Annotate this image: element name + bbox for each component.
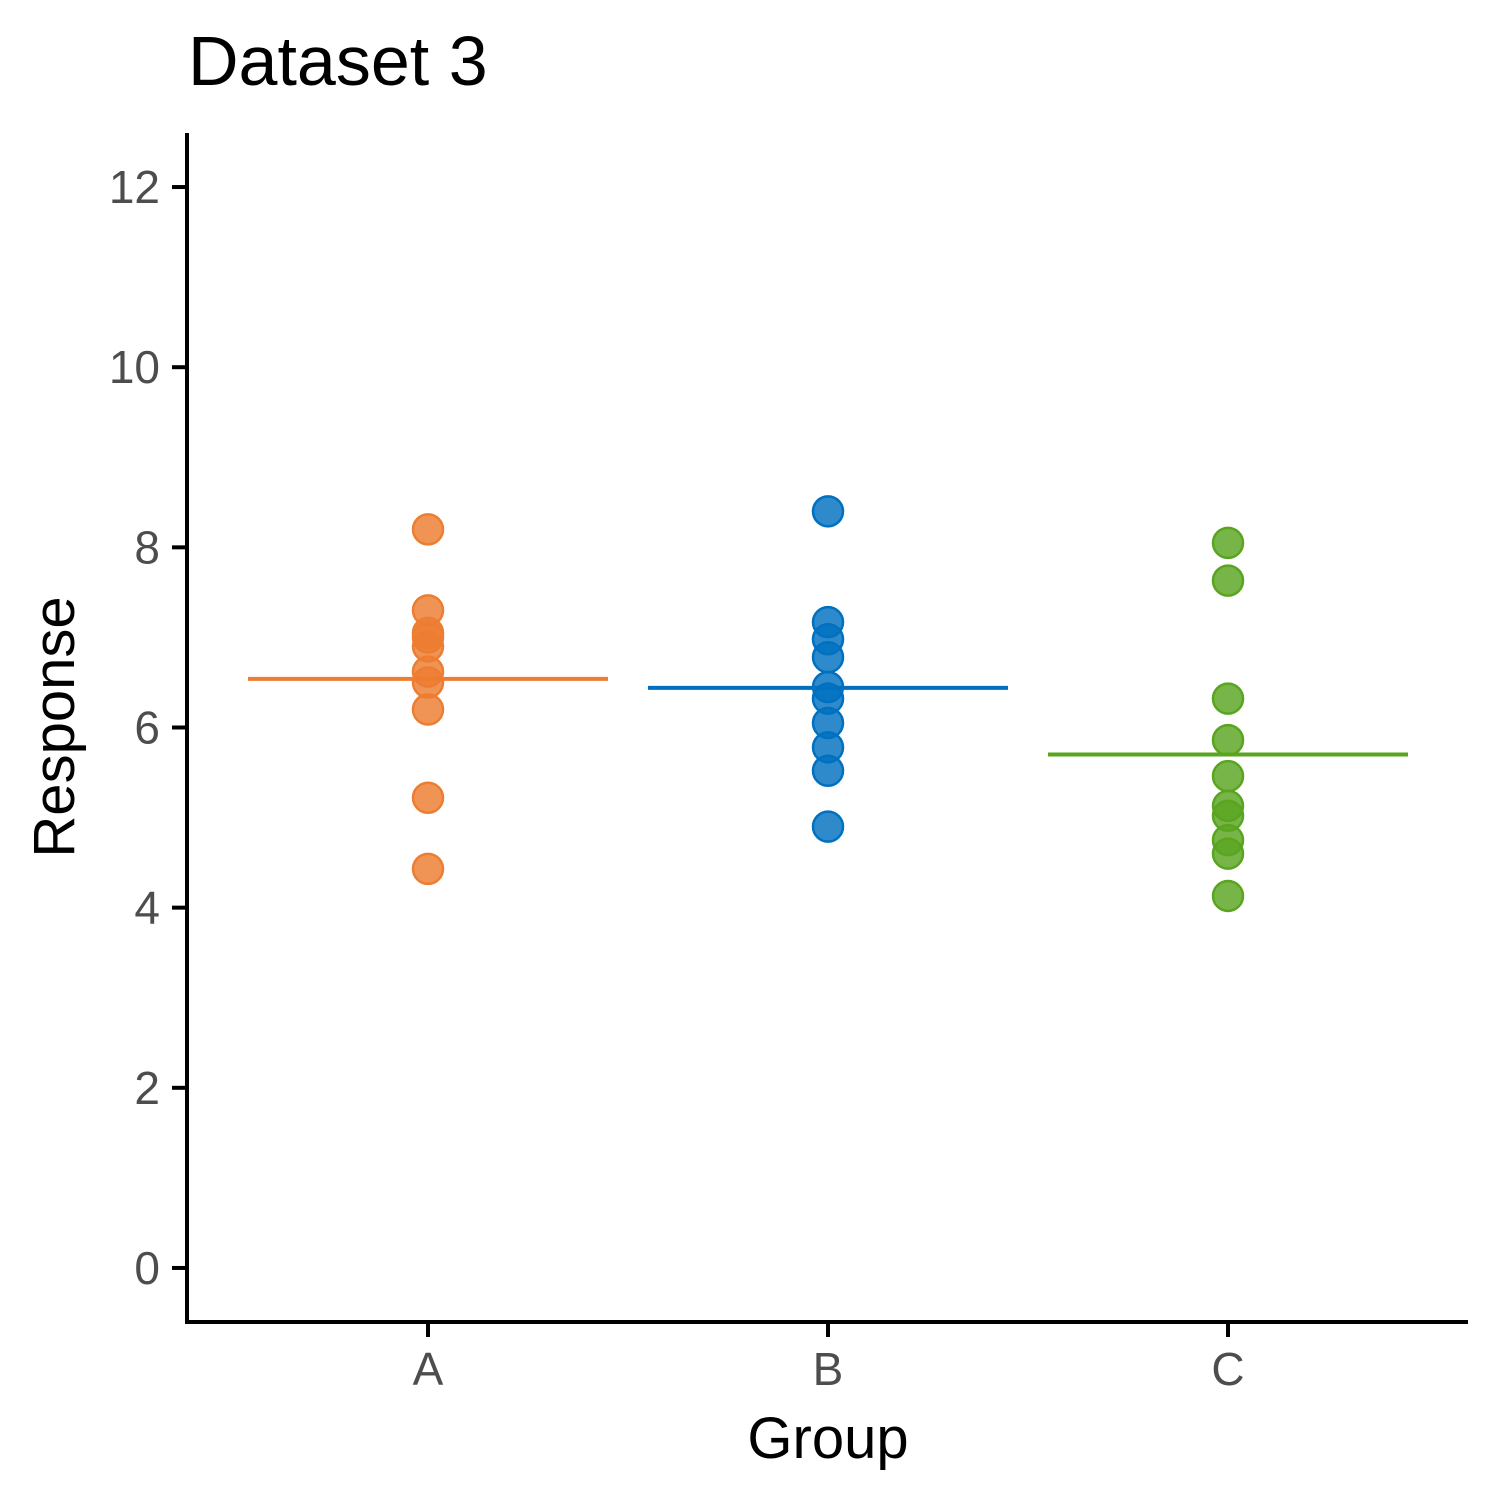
y-tick-label: 10 bbox=[109, 341, 160, 393]
x-tick-label: A bbox=[413, 1343, 444, 1395]
plot-area bbox=[248, 495, 1408, 913]
data-point bbox=[811, 754, 845, 787]
data-point bbox=[1211, 723, 1245, 757]
y-tick-label: 8 bbox=[134, 521, 160, 573]
data-point bbox=[411, 693, 445, 726]
data-point bbox=[1211, 759, 1245, 793]
series-group-b bbox=[648, 495, 1008, 843]
data-point bbox=[811, 810, 845, 843]
y-axis-title: Response bbox=[22, 596, 87, 857]
chart-title: Dataset 3 bbox=[188, 22, 488, 100]
data-point bbox=[1211, 682, 1245, 715]
y-tick-label: 6 bbox=[134, 702, 160, 754]
data-point bbox=[811, 640, 845, 674]
data-point bbox=[1211, 879, 1245, 913]
series-group-c bbox=[1048, 526, 1408, 913]
y-tick-label: 4 bbox=[134, 882, 160, 934]
data-point bbox=[1211, 837, 1245, 870]
x-tick-label: B bbox=[813, 1343, 844, 1395]
data-point bbox=[411, 781, 445, 815]
axes: 0 2 4 6 8 10 12 A B C bbox=[109, 133, 1468, 1395]
y-tick-label: 12 bbox=[109, 161, 160, 213]
data-point bbox=[411, 666, 445, 699]
x-tick-label: C bbox=[1211, 1343, 1244, 1395]
y-tick-label: 2 bbox=[134, 1062, 160, 1114]
data-point bbox=[411, 513, 445, 546]
data-point bbox=[811, 495, 845, 528]
x-axis-title: Group bbox=[747, 1406, 908, 1471]
data-point bbox=[1211, 564, 1245, 597]
series-group-a bbox=[248, 513, 608, 886]
data-point bbox=[411, 852, 445, 886]
y-tick-label: 0 bbox=[134, 1242, 160, 1294]
data-point bbox=[1211, 526, 1245, 560]
